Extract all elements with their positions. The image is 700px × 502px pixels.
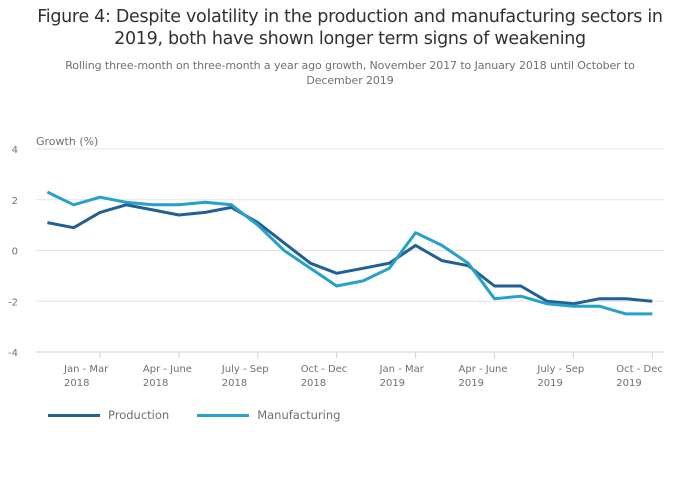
x-tick-label-year: 2019 bbox=[380, 378, 405, 389]
y-axis-ticks: 4 2 0 -2 -4 bbox=[8, 145, 18, 359]
x-tick-label-year: 2018 bbox=[222, 378, 247, 389]
chart-subtitle: Rolling three-month on three-month a yea… bbox=[65, 59, 635, 87]
legend: Production Manufacturing bbox=[48, 408, 368, 422]
x-tick-label-year: 2018 bbox=[64, 378, 89, 389]
gridlines bbox=[36, 148, 664, 353]
chart-title: Figure 4: Despite volatility in the prod… bbox=[37, 7, 663, 49]
series-lines bbox=[46, 190, 653, 316]
legend-swatch-production bbox=[48, 413, 100, 417]
y-tick-label: 4 bbox=[12, 145, 18, 156]
x-tick-label: July - Sep bbox=[536, 364, 584, 375]
x-tick-label: Oct - Dec bbox=[301, 364, 348, 375]
legend-label-production: Production bbox=[108, 408, 170, 422]
series-line-production[interactable] bbox=[47, 203, 653, 306]
x-tick-label-year: 2018 bbox=[301, 378, 326, 389]
x-tick-label-year: 2019 bbox=[459, 378, 484, 389]
y-tick-label: 0 bbox=[12, 247, 18, 258]
y-axis-label: Growth (%) bbox=[36, 135, 98, 148]
legend-swatch-manufacturing bbox=[197, 413, 250, 417]
x-tick-label: July - Sep bbox=[221, 364, 269, 375]
x-tick-label-year: 2018 bbox=[143, 378, 168, 389]
x-tick-label: Apr - June bbox=[143, 364, 192, 375]
x-axis: Jan - Mar 2018 Apr - June 2018 July - Sep 201… bbox=[63, 352, 663, 389]
x-tick-label-year: 2019 bbox=[616, 378, 641, 389]
y-tick-label: -2 bbox=[8, 297, 18, 308]
x-tick-label: Apr - June bbox=[459, 364, 508, 375]
y-tick-label: -4 bbox=[8, 348, 18, 359]
y-tick-label: 2 bbox=[12, 196, 18, 207]
x-tick-label: Oct - Dec bbox=[616, 364, 663, 375]
legend-item-production[interactable]: Production bbox=[48, 408, 169, 422]
legend-label-manufacturing: Manufacturing bbox=[257, 408, 341, 422]
legend-item-manufacturing[interactable]: Manufacturing bbox=[197, 408, 340, 422]
series-line-manufacturing[interactable] bbox=[46, 190, 653, 316]
x-tick-label-year: 2019 bbox=[537, 378, 562, 389]
x-tick-label: Jan - Mar bbox=[63, 364, 109, 375]
x-tick-label: Jan - Mar bbox=[379, 364, 425, 375]
